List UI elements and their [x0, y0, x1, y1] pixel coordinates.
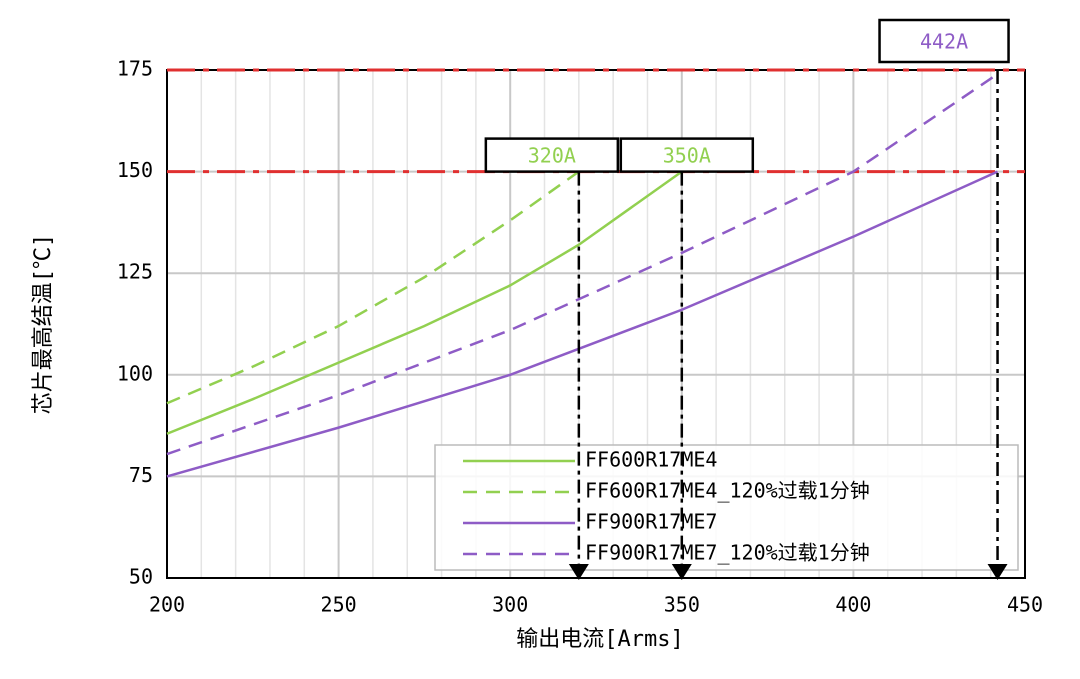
- legend-label: FF600R17ME4_120%过载1分钟: [585, 479, 870, 503]
- annotation-box: [484, 137, 620, 173]
- legend-label: FF600R17ME4: [585, 448, 717, 472]
- y-tick-label: 75: [129, 463, 153, 487]
- x-tick-label: 300: [492, 593, 528, 617]
- series-line: [166, 170, 580, 405]
- marker-arrow: [987, 564, 1008, 580]
- x-tick-label: 350: [664, 593, 700, 617]
- y-tick-label: 125: [117, 260, 153, 284]
- legend: FF600R17ME4 FF600R17ME4_120%过载1分钟 FF900R17…: [434, 444, 1019, 571]
- x-tick-label: 450: [1007, 593, 1043, 617]
- legend-label: FF900R17ME7_120%过载1分钟: [585, 541, 870, 565]
- y-tick-label: 175: [117, 57, 153, 81]
- legend-box: [434, 444, 1019, 571]
- annotation-label: 442A: [920, 30, 968, 54]
- x-tick-label: 200: [149, 593, 185, 617]
- annotation-label: 320A: [528, 144, 576, 168]
- y-tick-label: 100: [117, 361, 153, 385]
- series-line: [166, 170, 683, 435]
- y-axis-label: 芯片最高结温[℃]: [31, 234, 56, 415]
- annotation-label: 350A: [663, 144, 711, 168]
- y-tick-label: 150: [117, 158, 153, 182]
- plot-frame: [166, 69, 1026, 579]
- annotation-box: [878, 18, 1010, 64]
- marker-arrow: [568, 564, 589, 580]
- x-tick-label: 400: [835, 593, 871, 617]
- series-line: [166, 73, 999, 456]
- x-axis-label: 输出电流[Arms]: [516, 627, 683, 652]
- marker-arrow: [671, 564, 692, 580]
- legend-label: FF900R17ME7: [585, 510, 717, 534]
- x-tick-label: 250: [321, 593, 357, 617]
- y-tick-label: 50: [129, 565, 153, 589]
- annotation-box: [619, 137, 755, 173]
- series-line: [166, 170, 999, 478]
